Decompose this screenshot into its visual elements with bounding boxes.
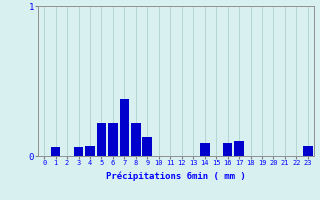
Bar bbox=[142, 137, 152, 156]
Bar bbox=[85, 146, 95, 156]
Bar bbox=[223, 142, 232, 156]
Bar bbox=[234, 141, 244, 156]
Bar bbox=[97, 123, 106, 156]
Bar bbox=[200, 142, 210, 156]
Bar bbox=[74, 147, 84, 156]
Bar bbox=[108, 123, 118, 156]
Bar bbox=[120, 99, 129, 156]
X-axis label: Précipitations 6min ( mm ): Précipitations 6min ( mm ) bbox=[106, 172, 246, 181]
Bar bbox=[131, 123, 141, 156]
Bar bbox=[303, 146, 313, 156]
Bar bbox=[51, 147, 60, 156]
